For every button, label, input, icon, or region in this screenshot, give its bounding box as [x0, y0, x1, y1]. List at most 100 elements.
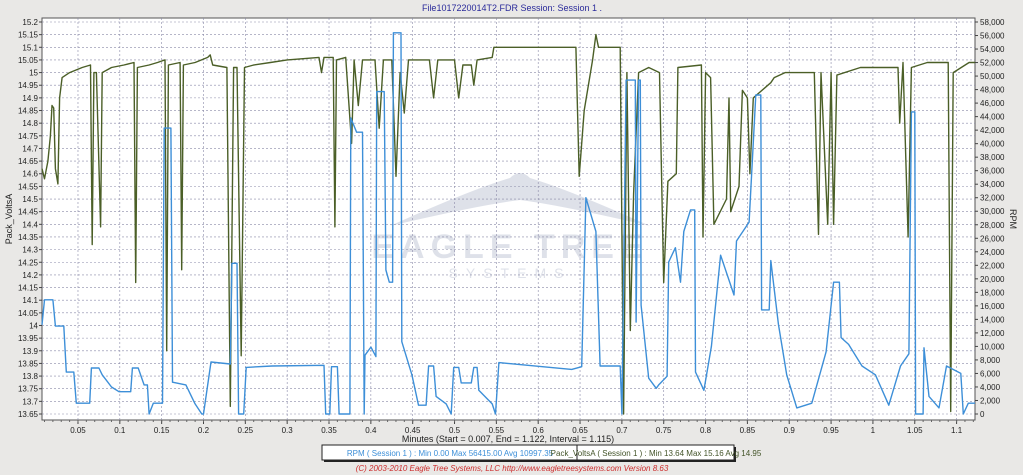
y-right-tick-label: 14,000: [980, 315, 1005, 324]
y-left-tick-label: 14.85: [18, 107, 39, 116]
y-left-tick-label: 14.7: [22, 144, 38, 153]
y-axis-right: 0 2,000 4,000 6,000 8,000 10,000 12,000 14,000 1…: [975, 18, 1005, 419]
x-tick-label: 0.75: [656, 426, 672, 435]
x-tick-label: 0.6: [533, 426, 545, 435]
y-right-tick-label: 40,000: [980, 140, 1005, 149]
y-right-tick-label: 46,000: [980, 99, 1005, 108]
x-tick-label: 0.05: [70, 426, 86, 435]
legend-entry-pack-volts: Pack_VoltsA ( Session 1 ) : Min 13.64 Ma…: [551, 449, 762, 458]
y-right-tick-label: 42,000: [980, 126, 1005, 135]
y-left-tick-label: 14.5: [22, 195, 38, 204]
y-right-tick-label: 20,000: [980, 275, 1005, 284]
x-tick-label: 0.8: [700, 426, 712, 435]
y-right-tick-label: 36,000: [980, 167, 1005, 176]
x-tick-label: 0.85: [740, 426, 756, 435]
x-tick-label: 0.95: [823, 426, 839, 435]
chart-title: File1017220014T2.FDR Session: Session 1 …: [422, 3, 602, 13]
y-left-tick-label: 13.65: [18, 410, 39, 419]
y-right-tick-label: 22,000: [980, 261, 1005, 270]
y-right-tick-label: 30,000: [980, 207, 1005, 216]
x-tick-label: 1: [871, 426, 876, 435]
y-left-tick-label: 15: [29, 69, 38, 78]
x-axis-label: Minutes (Start = 0.007, End = 1.122, Int…: [402, 434, 614, 444]
x-tick-label: 0.7: [616, 426, 628, 435]
x-tick-label: 1.05: [907, 426, 923, 435]
y-right-tick-label: 54,000: [980, 45, 1005, 54]
y-left-tick-label: 14.25: [18, 258, 39, 267]
y-axis-left-label: Pack_VoltsA: [4, 194, 14, 245]
y-left-tick-label: 14.35: [18, 233, 39, 242]
y-right-tick-label: 26,000: [980, 234, 1005, 243]
y-axis-left: 13.65 13.7 13.75 13.8 13.85 13.9 13.95 14 14.05 1…: [18, 18, 42, 419]
y-right-tick-label: 28,000: [980, 221, 1005, 230]
y-right-tick-label: 50,000: [980, 72, 1005, 81]
x-tick-label: 0.55: [489, 426, 505, 435]
x-tick-label: 1.1: [951, 426, 963, 435]
y-axis-right-label: RPM: [1008, 209, 1018, 229]
y-left-tick-label: 15.1: [22, 43, 38, 52]
x-tick-label: 0.15: [154, 426, 170, 435]
legend: RPM ( Session 1 ) : Min 0.00 Max 56415.0…: [321, 444, 762, 462]
y-left-tick-label: 14.9: [22, 94, 38, 103]
y-right-tick-label: 34,000: [980, 180, 1005, 189]
y-right-tick-label: 38,000: [980, 153, 1005, 162]
y-right-tick-label: 32,000: [980, 194, 1005, 203]
series-line-rpm: [41, 32, 975, 415]
y-left-tick-label: 14.45: [18, 208, 39, 217]
y-left-tick-label: 15.2: [22, 18, 38, 27]
watermark-line2: SYSTEMS: [449, 265, 572, 281]
y-right-tick-label: 12,000: [980, 329, 1005, 338]
copyright-footer: (C) 2003-2010 Eagle Tree Systems, LLC ht…: [356, 464, 669, 473]
y-left-tick-label: 14.3: [22, 246, 38, 255]
x-tick-label: 0.65: [572, 426, 588, 435]
y-left-tick-label: 14.2: [22, 271, 38, 280]
y-left-tick-label: 15.05: [18, 56, 39, 65]
y-left-tick-label: 14.65: [18, 157, 39, 166]
x-tick-label: 0.1: [114, 426, 126, 435]
y-left-tick-label: 15.15: [18, 31, 39, 40]
y-right-tick-label: 0: [980, 410, 985, 419]
x-tick-label: 0.9: [784, 426, 796, 435]
y-right-tick-label: 44,000: [980, 113, 1005, 122]
x-tick-label: 0.5: [449, 426, 461, 435]
y-left-tick-label: 13.75: [18, 385, 39, 394]
y-right-tick-label: 10,000: [980, 342, 1005, 351]
y-left-tick-label: 14.75: [18, 132, 39, 141]
y-left-tick-label: 14: [29, 321, 38, 330]
x-tick-label: 0.45: [405, 426, 421, 435]
y-left-tick-label: 14.1: [22, 296, 38, 305]
eagle-tree-watermark-logo: EAGLE TREE SYSTEMS: [371, 173, 650, 281]
x-axis: 0.05 0.1 0.15 0.2 0.25 0.3 0.35 0.4 0.45 0.5 0.55 0…: [44, 420, 974, 435]
y-right-tick-label: 4,000: [980, 383, 1001, 392]
y-left-tick-label: 13.95: [18, 334, 39, 343]
x-tick-label: 0.3: [282, 426, 294, 435]
y-left-tick-label: 13.9: [22, 347, 38, 356]
y-left-tick-label: 13.8: [22, 372, 38, 381]
y-left-tick-label: 14.55: [18, 182, 39, 191]
y-left-tick-label: 14.8: [22, 119, 38, 128]
series-line-pack-voltsa: [41, 33, 975, 415]
y-right-tick-label: 24,000: [980, 248, 1005, 257]
x-tick-label: 0.2: [198, 426, 210, 435]
y-right-tick-label: 52,000: [980, 59, 1005, 68]
series-group: [41, 32, 975, 415]
y-right-tick-label: 16,000: [980, 302, 1005, 311]
y-left-tick-label: 14.05: [18, 309, 39, 318]
x-tick-label: 0.4: [365, 426, 377, 435]
y-right-tick-label: 48,000: [980, 86, 1005, 95]
y-left-tick-label: 14.95: [18, 81, 39, 90]
y-left-tick-label: 14.6: [22, 170, 38, 179]
y-left-tick-label: 14.4: [22, 220, 38, 229]
y-right-tick-label: 8,000: [980, 356, 1001, 365]
x-tick-label: 0.25: [238, 426, 254, 435]
x-tick-label: 0.35: [321, 426, 337, 435]
y-left-tick-label: 13.85: [18, 359, 39, 368]
y-right-tick-label: 58,000: [980, 18, 1005, 27]
y-right-tick-label: 18,000: [980, 288, 1005, 297]
y-right-tick-label: 2,000: [980, 396, 1001, 405]
y-right-tick-label: 6,000: [980, 369, 1001, 378]
y-left-tick-label: 14.15: [18, 284, 39, 293]
y-right-tick-label: 56,000: [980, 32, 1005, 41]
y-left-tick-label: 13.7: [22, 397, 38, 406]
